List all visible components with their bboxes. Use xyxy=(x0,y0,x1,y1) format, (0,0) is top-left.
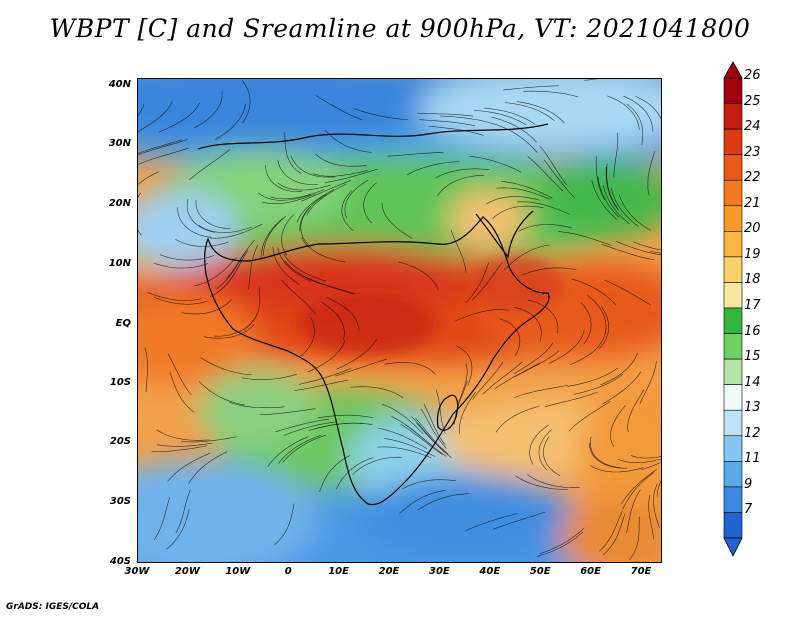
colorbar-label: 23 xyxy=(744,144,761,160)
lon-tick-label: 10E xyxy=(328,566,349,577)
temperature-field xyxy=(138,79,661,562)
map-panel xyxy=(137,78,662,563)
lon-tick-label: 40E xyxy=(479,566,501,577)
lon-tick-label: 20E xyxy=(378,566,400,577)
lon-tick-label: 50E xyxy=(529,566,551,577)
colorbar-swatch xyxy=(723,333,743,360)
colorbar-swatch xyxy=(723,486,743,513)
lon-tick-label: 30E xyxy=(429,566,450,577)
colorbar-swatch xyxy=(723,409,743,437)
lat-tick-label: 20S xyxy=(109,436,131,447)
colorbar-label: 17 xyxy=(744,298,761,313)
colorbar-swatch xyxy=(723,435,743,462)
colorbar-swatch xyxy=(723,307,743,334)
lon-tick-label: 70E xyxy=(630,566,652,577)
coastlines xyxy=(197,123,550,506)
colorbar-swatch xyxy=(723,231,743,258)
colorbar-label: 19 xyxy=(744,246,761,262)
lon-tick-label: 0 xyxy=(284,566,292,577)
lon-tick-label: 60E xyxy=(580,566,601,577)
colorbar-label: 21 xyxy=(744,195,761,211)
map-title: WBPT [C] and Sreamline at 900hPa, VT: 20… xyxy=(49,14,751,43)
colorbar-swatch xyxy=(723,512,743,539)
colorbar-label: 22 xyxy=(744,170,761,186)
colorbar-label: 13 xyxy=(744,400,761,416)
colorbar-label: 7 xyxy=(744,502,753,518)
colorbar-swatch xyxy=(723,384,743,411)
lon-tick-label: 10W xyxy=(225,566,251,577)
colorbar-swatch xyxy=(723,461,743,488)
colorbar-label: 12 xyxy=(744,425,761,441)
colorbar-swatch xyxy=(723,205,743,232)
streamlines xyxy=(138,79,661,561)
colorbar-min-arrow xyxy=(723,537,743,557)
colorbar-label: 9 xyxy=(744,476,753,492)
colorbar-swatch xyxy=(723,77,743,104)
lat-tick-label: 40N xyxy=(108,79,131,90)
colorbar xyxy=(723,61,743,557)
colorbar-swatch xyxy=(723,128,743,155)
colorbar-swatch xyxy=(723,179,743,207)
colorbar-label: 15 xyxy=(744,349,761,365)
colorbar-label: 24 xyxy=(744,119,761,135)
colorbar-swatch xyxy=(723,256,743,283)
colorbar-swatch xyxy=(723,282,743,309)
lat-tick-label: EQ xyxy=(115,318,131,329)
grads-credit: GrADS: IGES/COLA xyxy=(6,602,100,612)
wbpt-streamline-map xyxy=(138,79,661,562)
lat-tick-label: 10N xyxy=(108,258,131,269)
lat-tick-label: 10S xyxy=(109,377,131,388)
colorbar-swatch xyxy=(723,358,743,385)
colorbar-label: 14 xyxy=(744,374,761,390)
colorbar-label: 11 xyxy=(744,451,761,467)
colorbar-max-arrow xyxy=(723,61,743,79)
colorbar-label: 25 xyxy=(744,93,761,109)
lat-tick-label: 30N xyxy=(108,138,131,149)
lon-tick-label: 30W xyxy=(124,566,150,577)
lat-tick-label: 30S xyxy=(109,496,131,507)
lat-tick-label: 20N xyxy=(108,198,131,209)
colorbar-swatch xyxy=(723,103,743,130)
colorbar-swatch xyxy=(723,154,743,181)
colorbar-label: 26 xyxy=(744,68,761,83)
lat-tick-label: 40S xyxy=(109,556,131,567)
lon-tick-label: 20W xyxy=(174,566,200,577)
colorbar-label: 16 xyxy=(744,323,761,339)
colorbar-label: 18 xyxy=(744,272,761,288)
colorbar-label: 20 xyxy=(744,221,761,237)
